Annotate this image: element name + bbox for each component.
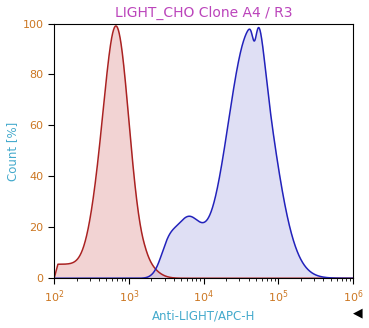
X-axis label: Anti-LIGHT/APC-H: Anti-LIGHT/APC-H [152,309,255,322]
Title: LIGHT_CHO Clone A4 / R3: LIGHT_CHO Clone A4 / R3 [115,6,292,20]
Text: ◀: ◀ [353,307,363,320]
Y-axis label: Count [%]: Count [%] [6,121,18,180]
